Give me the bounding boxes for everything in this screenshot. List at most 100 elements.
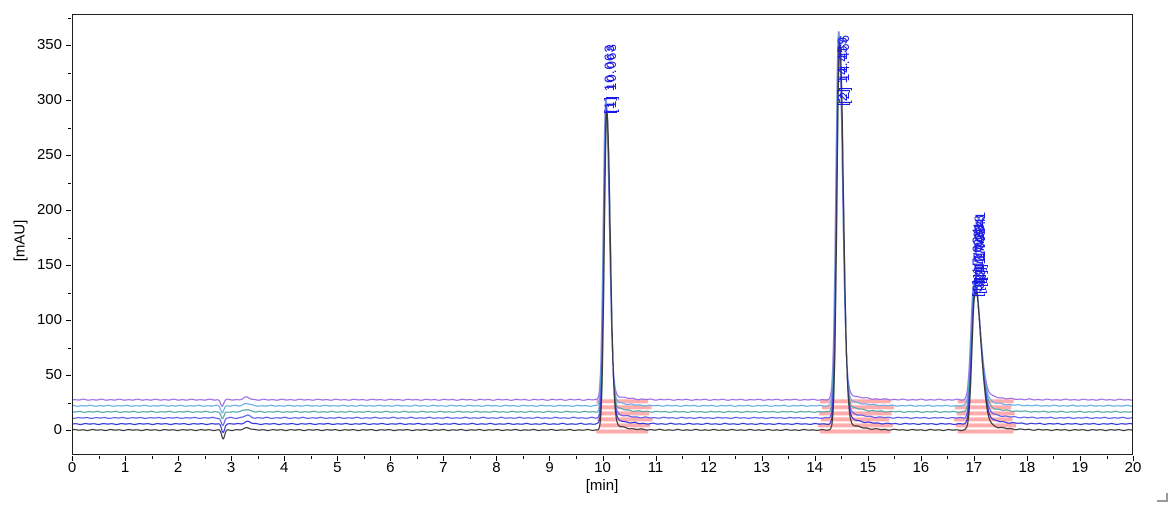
x-axis-minor-tick	[894, 456, 896, 459]
x-axis-title: [min]	[585, 477, 619, 494]
x-axis-tick	[602, 456, 604, 461]
x-tick-label: 18	[1018, 459, 1036, 476]
y-tick-label: 0	[53, 421, 62, 438]
x-axis-tick	[973, 456, 975, 461]
x-axis-tick	[655, 456, 657, 461]
x-axis-minor-tick	[469, 456, 471, 459]
y-tick-label: 50	[45, 366, 62, 383]
x-axis-tick	[337, 456, 339, 461]
y-tick-label: 250	[36, 146, 62, 163]
x-tick-label: 4	[280, 459, 289, 476]
y-axis-tick	[66, 265, 71, 266]
x-axis-minor-tick	[841, 456, 843, 459]
y-tick-label: 350	[36, 36, 62, 53]
x-axis-tick	[72, 456, 73, 461]
x-axis-tick	[178, 456, 180, 461]
x-tick-label: 7	[439, 459, 448, 476]
y-axis-tick	[66, 375, 71, 376]
x-axis-minor-tick	[257, 456, 259, 459]
x-axis-minor-tick	[522, 456, 524, 459]
x-tick-label: 17	[965, 459, 983, 476]
x-tick-label: 0	[67, 459, 77, 476]
x-axis-tick	[284, 456, 286, 461]
y-axis-minor-tick	[68, 182, 71, 184]
y-axis-minor-tick	[68, 127, 71, 129]
x-tick-label: 9	[545, 459, 554, 476]
integration-region	[600, 411, 650, 416]
integration-region	[597, 417, 653, 422]
integration-region	[821, 405, 894, 410]
x-axis-minor-tick	[947, 456, 949, 459]
peak-label: [3] 17.041	[973, 210, 989, 281]
x-axis-tick	[390, 456, 392, 461]
integration-region	[819, 411, 892, 416]
y-tick-label: 300	[36, 91, 62, 108]
x-axis-minor-tick	[735, 456, 737, 459]
x-axis-minor-tick	[151, 456, 153, 459]
x-axis-minor-tick	[1053, 456, 1055, 459]
y-axis-minor-tick	[68, 72, 71, 74]
x-axis-tick	[1133, 456, 1134, 461]
integration-region	[954, 405, 1012, 410]
x-axis-minor-tick	[788, 456, 790, 459]
x-axis-minor-tick	[1000, 456, 1002, 459]
trace-black	[73, 44, 1132, 440]
integration-region	[953, 417, 1013, 422]
integration-region	[596, 429, 648, 434]
x-axis-minor-tick	[682, 456, 684, 459]
x-axis-tick	[814, 456, 816, 461]
x-tick-label: 6	[386, 459, 395, 476]
integration-region	[955, 423, 1016, 428]
integration-region	[957, 429, 1014, 434]
x-axis-tick	[549, 456, 551, 461]
x-axis-tick	[708, 456, 710, 461]
integration-region	[598, 405, 652, 410]
x-tick-label: 16	[912, 459, 930, 476]
window-resize-artifact	[1157, 493, 1168, 502]
x-axis-tick	[443, 456, 445, 461]
y-axis-minor-tick	[68, 292, 71, 294]
y-axis-tick	[66, 155, 71, 156]
x-tick-label: 3	[226, 459, 236, 476]
x-axis-tick	[1026, 456, 1028, 461]
integration-region	[956, 411, 1015, 416]
x-axis-tick	[496, 456, 498, 461]
x-axis-minor-tick	[204, 456, 206, 459]
integration-region	[596, 399, 648, 404]
y-axis-tick	[66, 100, 71, 101]
x-axis-minor-tick	[310, 456, 312, 459]
x-axis-tick	[231, 456, 233, 461]
x-axis-minor-tick	[629, 456, 630, 459]
y-axis-minor-tick	[68, 347, 71, 349]
y-axis-minor-tick	[68, 237, 71, 239]
x-tick-label: 8	[492, 459, 501, 476]
x-axis-tick	[125, 456, 127, 461]
peak-label: [1] 10.068	[603, 42, 619, 113]
y-axis-minor-tick	[68, 402, 71, 404]
y-tick-label: 200	[36, 201, 62, 218]
integration-region	[599, 423, 651, 428]
x-axis-tick	[761, 456, 763, 461]
x-axis-minor-tick	[363, 456, 365, 459]
x-tick-label: 19	[1071, 459, 1089, 476]
x-tick-label: 12	[700, 459, 717, 476]
x-axis-tick	[920, 456, 922, 461]
x-axis-minor-tick	[1106, 456, 1108, 459]
x-axis-tick	[1079, 456, 1081, 461]
y-tick-label: 150	[36, 256, 62, 273]
x-tick-label: 2	[173, 459, 183, 476]
x-axis-minor-tick	[98, 456, 100, 459]
peak-label: [2] 14.466	[836, 34, 852, 105]
x-tick-label: 20	[1124, 459, 1142, 476]
y-axis-tick	[66, 210, 71, 211]
y-axis-minor-tick	[68, 17, 71, 19]
y-axis-tick	[66, 320, 71, 321]
x-tick-label: 1	[120, 459, 130, 476]
x-tick-label: 5	[333, 459, 342, 476]
integration-region	[820, 429, 891, 434]
x-tick-label: 14	[806, 459, 824, 476]
x-axis-tick	[867, 456, 869, 461]
x-tick-label: 10	[594, 459, 611, 476]
x-tick-label: 11	[647, 459, 664, 476]
